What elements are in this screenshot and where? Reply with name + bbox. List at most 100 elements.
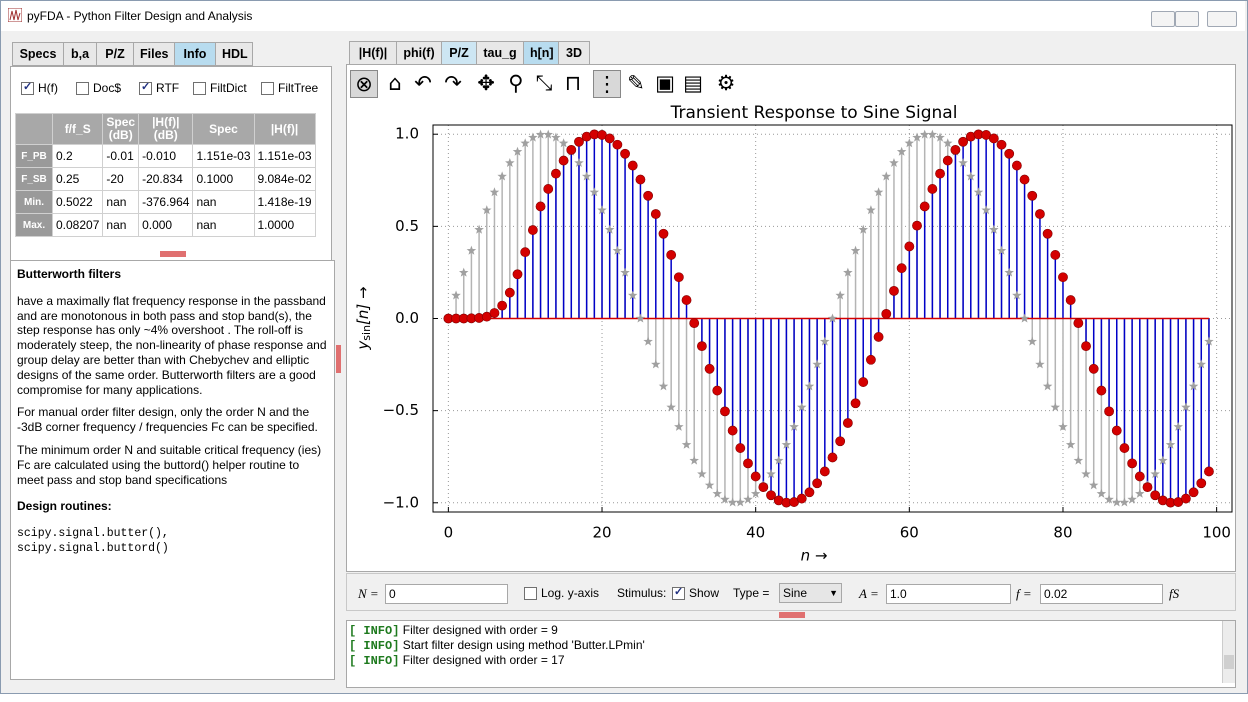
checkbox[interactable] bbox=[261, 82, 274, 96]
splitter[interactable] bbox=[160, 251, 186, 257]
splitter[interactable] bbox=[779, 612, 805, 618]
tab[interactable]: Info bbox=[174, 42, 216, 66]
marker bbox=[942, 138, 953, 148]
marker bbox=[604, 224, 615, 234]
f-input[interactable]: 0.02 bbox=[1040, 584, 1163, 604]
tab[interactable]: HDL bbox=[215, 42, 253, 66]
close-button[interactable] bbox=[1207, 11, 1237, 27]
checkbox[interactable] bbox=[139, 80, 152, 96]
scroll-thumb[interactable] bbox=[1224, 655, 1234, 669]
y-axis-label: ysin[n] → bbox=[354, 286, 374, 350]
marker bbox=[1027, 336, 1038, 346]
tool-button[interactable]: ⌂ bbox=[388, 71, 402, 95]
log-pane: [ INFO] Filter designed with order = 9[ … bbox=[346, 620, 1236, 688]
marker bbox=[712, 385, 723, 396]
scrollbar[interactable] bbox=[1222, 621, 1235, 683]
tab[interactable]: tau_g bbox=[476, 41, 524, 65]
marker bbox=[1204, 336, 1214, 346]
tool-button[interactable]: ⚲ bbox=[508, 71, 524, 95]
marker bbox=[1150, 469, 1160, 479]
header-line: |H(f)| bbox=[270, 121, 299, 136]
marker bbox=[1135, 488, 1145, 498]
marker bbox=[704, 363, 715, 374]
column-header: f/f_S bbox=[51, 113, 104, 145]
tab[interactable]: P/Z bbox=[441, 41, 477, 65]
marker bbox=[835, 290, 845, 300]
checkbox[interactable] bbox=[76, 82, 89, 96]
tool-button[interactable]: ▣ bbox=[655, 71, 675, 95]
n-input[interactable]: 0 bbox=[385, 584, 508, 604]
marker bbox=[650, 209, 661, 219]
marker bbox=[551, 168, 561, 179]
tab[interactable]: b,a bbox=[63, 42, 97, 66]
marker bbox=[666, 402, 676, 412]
marker bbox=[1104, 494, 1114, 504]
show-checkbox[interactable]: Show bbox=[672, 585, 719, 601]
stimulus-label: Stimulus: bbox=[617, 586, 667, 600]
header-line: (dB) bbox=[108, 128, 133, 142]
tool-button[interactable]: ⊗ bbox=[350, 70, 378, 98]
tool-button[interactable]: ✎ bbox=[627, 71, 645, 95]
tool-button[interactable]: ⤡ bbox=[535, 71, 553, 95]
marker bbox=[1181, 493, 1191, 504]
tab[interactable]: phi(f) bbox=[396, 41, 442, 65]
checkbox[interactable] bbox=[193, 82, 206, 96]
marker bbox=[1081, 469, 1091, 479]
minimize-button[interactable] bbox=[1151, 11, 1175, 27]
marker bbox=[1127, 458, 1138, 469]
tool-button[interactable]: ▤ bbox=[683, 71, 703, 95]
table-cell: 1.418e-19 bbox=[253, 190, 316, 214]
marker bbox=[543, 129, 553, 139]
y-tick-label: 1.0 bbox=[395, 125, 419, 143]
info-paragraph: The minimum order N and suitable critica… bbox=[17, 442, 322, 487]
marker bbox=[689, 455, 699, 465]
marker bbox=[766, 469, 776, 479]
tool-button[interactable]: ⋮ bbox=[593, 70, 621, 98]
plot-tabs: |H(f)| phi(f) P/Z tau_g h[n] 3D bbox=[349, 41, 749, 65]
info-checkbox[interactable]: RTF bbox=[139, 80, 179, 96]
marker bbox=[674, 421, 684, 431]
fs-label: fS bbox=[1169, 586, 1180, 601]
info-paragraph: For manual order filter design, only the… bbox=[17, 405, 318, 435]
log-tag: [ INFO] bbox=[349, 654, 400, 668]
tab[interactable]: 3D bbox=[558, 41, 590, 65]
info-checkbox[interactable]: FiltDict bbox=[193, 81, 247, 96]
info-checkbox[interactable]: FiltTree bbox=[261, 81, 318, 96]
marker bbox=[1181, 402, 1191, 412]
tab[interactable]: |H(f)| bbox=[349, 41, 397, 65]
tab[interactable]: Specs bbox=[12, 42, 64, 66]
tool-button[interactable]: ↷ bbox=[444, 71, 462, 95]
marker bbox=[527, 225, 538, 235]
y-tick-label: −1.0 bbox=[383, 493, 419, 511]
tool-button[interactable]: ⚙ bbox=[716, 71, 736, 95]
a-input[interactable]: 1.0 bbox=[886, 584, 1011, 604]
checkbox[interactable] bbox=[524, 587, 537, 601]
tool-button[interactable]: ⊓ bbox=[564, 71, 582, 95]
chart-title: Transient Response to Sine Signal bbox=[670, 103, 958, 123]
checkbox[interactable] bbox=[672, 585, 685, 601]
tab[interactable]: h[n] bbox=[523, 41, 559, 65]
tab[interactable]: P/Z bbox=[96, 42, 134, 66]
log-checkbox[interactable]: Log. y-axis bbox=[524, 586, 599, 601]
marker bbox=[804, 487, 815, 498]
maximize-button[interactable] bbox=[1175, 11, 1199, 27]
info-paragraph: have a maximally flat frequency response… bbox=[17, 293, 327, 397]
info-checkbox[interactable]: Doc$ bbox=[76, 81, 121, 96]
tool-button[interactable]: ✥ bbox=[477, 71, 495, 95]
marker bbox=[727, 497, 738, 507]
log-text: Filter designed with order = 9 bbox=[402, 623, 558, 637]
marker bbox=[812, 478, 823, 489]
marker bbox=[720, 494, 730, 504]
tool-button[interactable]: ↶ bbox=[414, 71, 432, 95]
marker bbox=[919, 201, 930, 212]
type-select[interactable]: Sine ▼ bbox=[779, 583, 842, 603]
splitter[interactable] bbox=[336, 345, 341, 373]
marker bbox=[489, 187, 500, 197]
marker bbox=[873, 187, 884, 197]
checkbox[interactable] bbox=[21, 80, 34, 96]
marker bbox=[858, 377, 869, 387]
marker bbox=[912, 132, 922, 142]
marker bbox=[635, 174, 646, 185]
info-checkbox[interactable]: H(f) bbox=[21, 80, 58, 96]
tab[interactable]: Files bbox=[133, 42, 175, 66]
